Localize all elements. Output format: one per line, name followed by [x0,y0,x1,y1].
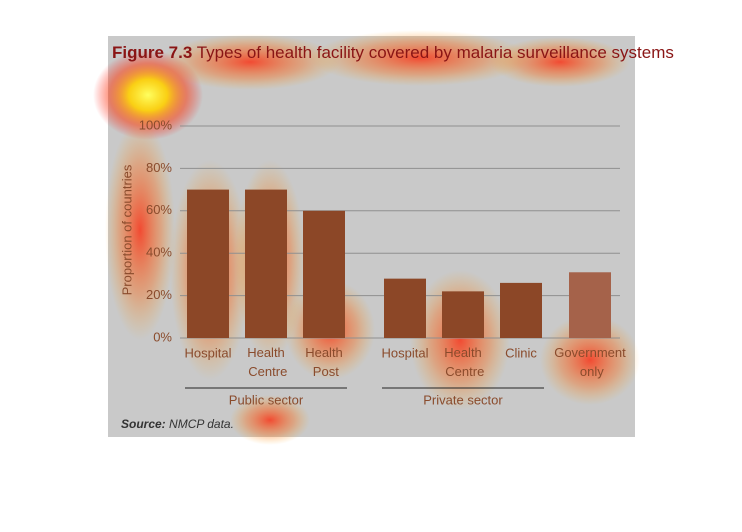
source-label: Source: [121,417,166,431]
y-tick-label: 100% [139,117,173,132]
x-tick-label: Hospital [382,345,429,360]
bar [303,210,345,338]
y-tick-label: 0% [153,329,172,344]
title-text: Types of health facility covered by mala… [197,43,674,62]
y-axis-label: Proportion of countries [119,164,134,295]
group-label: Public sector [229,392,304,407]
chart-title: Figure 7.3 Types of health facility cove… [112,43,674,62]
bar [384,278,426,338]
y-tick-label: 60% [146,202,172,217]
bar [245,189,287,338]
x-tick-label: Clinic [505,345,537,360]
x-tick-label: Hospital [185,345,232,360]
y-tick-label: 20% [146,287,172,302]
figure-number: Figure 7.3 [112,43,192,62]
x-tick-label: Health Centre [245,345,288,379]
x-tick-label: Government only [554,345,626,379]
source-text: NMCP data. [169,417,234,431]
bar [500,282,542,338]
bar [442,291,484,338]
source: Source: NMCP data. [121,417,234,431]
group-label: Private sector [423,392,503,407]
y-tick-label: 40% [146,245,172,260]
bar [187,189,229,338]
bar [569,272,611,338]
x-tick-label: Health Post [305,345,343,379]
x-tick-label: Health Centre [442,345,485,379]
y-tick-label: 80% [146,160,172,175]
